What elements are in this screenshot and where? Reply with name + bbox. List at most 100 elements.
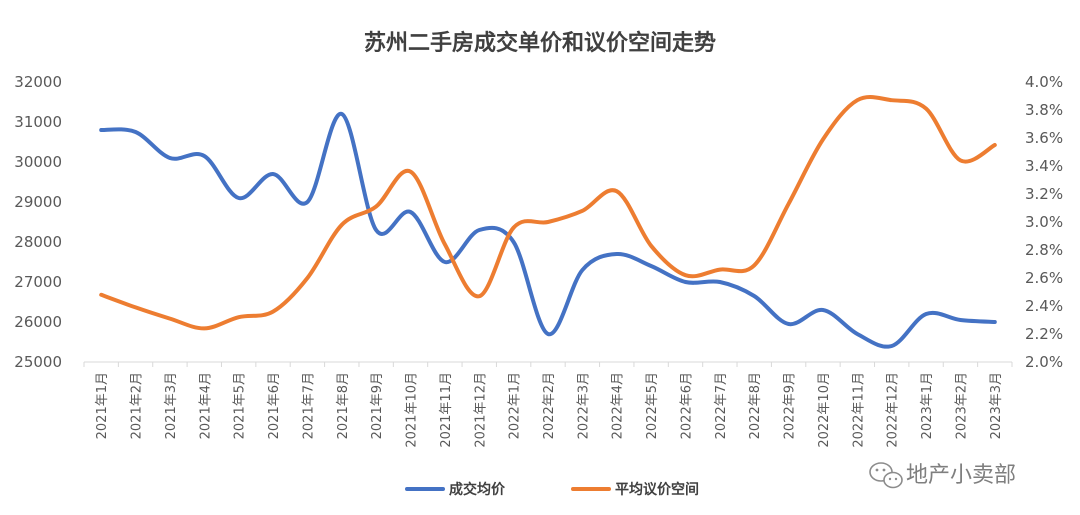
data-point [993, 320, 997, 324]
data-point [305, 200, 309, 204]
series-line-2 [99, 94, 997, 331]
x-tick-label: 2022年5月 [645, 372, 660, 439]
y-right-tick-label: 2.2% [1025, 325, 1063, 343]
data-point [718, 280, 722, 284]
y-right-tick-label: 3.4% [1025, 157, 1063, 175]
legend-label-2: 平均议价空间 [615, 481, 699, 498]
y-left-tick-label: 28000 [14, 233, 62, 251]
data-point [477, 294, 481, 298]
data-point [512, 226, 516, 230]
y-right-tick-label: 3.2% [1025, 185, 1063, 203]
data-point [477, 228, 481, 232]
data-point [202, 154, 206, 158]
y-left-tick-label: 25000 [14, 353, 62, 371]
data-point [340, 112, 344, 116]
axes: 25000 26000 27000 28000 29000 30000 31000 32000… [14, 73, 1063, 448]
data-point [718, 268, 722, 272]
data-point [787, 322, 791, 326]
y-right-tick-label: 2.6% [1025, 269, 1063, 287]
watermark: 地产小卖部 [869, 462, 1016, 489]
data-point [409, 170, 413, 174]
y-left-tick-label: 32000 [14, 73, 62, 91]
x-tick-label: 2021年3月 [164, 372, 179, 439]
data-point [99, 293, 103, 297]
data-point [271, 172, 275, 176]
y-right-tick-label: 2.8% [1025, 241, 1063, 259]
x-tick-label: 2022年11月 [851, 372, 866, 448]
x-tick-label: 2022年10月 [817, 372, 832, 448]
x-tick-label: 2021年1月 [95, 372, 110, 439]
y-right-tick-label: 2.4% [1025, 297, 1063, 315]
y-right-tick-label: 2.0% [1025, 353, 1063, 371]
y-right-tick-label: 3.8% [1025, 101, 1063, 119]
data-point [305, 276, 309, 280]
x-tick-label: 2021年10月 [405, 372, 420, 448]
series-points-2 [99, 98, 997, 330]
x-tick-label: 2021年6月 [267, 372, 282, 439]
series-line-1 [99, 112, 997, 349]
data-point [134, 130, 138, 134]
data-point [340, 223, 344, 227]
data-point [168, 317, 172, 321]
data-point [546, 220, 550, 224]
data-point [993, 143, 997, 147]
x-tick-label: 2022年9月 [783, 372, 798, 439]
x-tick-label: 2022年12月 [886, 372, 901, 448]
data-point [512, 240, 516, 244]
data-point [855, 332, 859, 336]
data-point [443, 260, 447, 264]
x-tick-label: 2022年8月 [748, 372, 763, 439]
y-right-tick-label: 3.0% [1025, 213, 1063, 231]
data-point [752, 294, 756, 298]
y-right-tick-label: 3.6% [1025, 129, 1063, 147]
chart-title: 苏州二手房成交单价和议价空间走势 [364, 30, 716, 56]
x-tick-label: 2022年6月 [679, 372, 694, 439]
data-point [821, 137, 825, 141]
y-left-tick-label: 29000 [14, 193, 62, 211]
data-point [237, 196, 241, 200]
legend-label-1: 成交均价 [449, 481, 506, 498]
data-point [134, 305, 138, 309]
wechat-icon [869, 462, 903, 489]
data-point [752, 263, 756, 267]
y-left-tick-label: 31000 [14, 113, 62, 131]
x-tick-label: 2021年5月 [233, 372, 248, 439]
y-left-tick-label: 30000 [14, 153, 62, 171]
x-tick-label: 2021年2月 [130, 372, 145, 439]
x-tick-label: 2021年9月 [370, 372, 385, 439]
data-point [649, 244, 653, 248]
data-point [202, 326, 206, 330]
x-tick-label: 2021年12月 [473, 372, 488, 448]
x-tick-label: 2021年8月 [336, 372, 351, 439]
y-left-tick-label: 27000 [14, 273, 62, 291]
x-tick-label: 2022年2月 [542, 372, 557, 439]
data-point [855, 98, 859, 102]
x-tick-label: 2022年1月 [508, 372, 523, 439]
x-tick-label: 2023年3月 [989, 372, 1004, 439]
series-points-1 [99, 112, 997, 348]
data-point [580, 209, 584, 213]
data-point [374, 228, 378, 232]
data-point [683, 273, 687, 277]
data-point [615, 189, 619, 193]
data-point [580, 268, 584, 272]
series-layer [99, 94, 997, 349]
x-tick-label: 2021年7月 [301, 372, 316, 439]
data-point [615, 252, 619, 256]
data-point [890, 98, 894, 102]
x-tick-label: 2022年3月 [576, 372, 591, 439]
data-point [168, 156, 172, 160]
x-tick-label: 2022年7月 [714, 372, 729, 439]
data-point [443, 242, 447, 246]
legend: 成交均价 平均议价空间 [405, 481, 699, 498]
watermark-text: 地产小卖部 [906, 463, 1016, 488]
data-point [649, 264, 653, 268]
y-left-tick-label: 26000 [14, 313, 62, 331]
data-point [683, 280, 687, 284]
data-point [374, 205, 378, 209]
data-point [924, 312, 928, 316]
x-tick-label: 2021年4月 [198, 372, 213, 439]
data-point [958, 158, 962, 162]
data-point [890, 344, 894, 348]
